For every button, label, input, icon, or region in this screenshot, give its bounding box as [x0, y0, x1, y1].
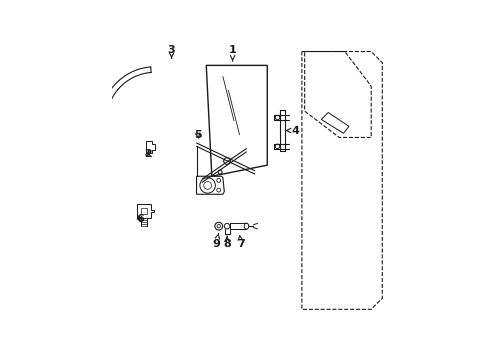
- Text: 9: 9: [212, 234, 220, 249]
- Text: 3: 3: [167, 45, 175, 58]
- Circle shape: [224, 158, 230, 164]
- Text: 8: 8: [223, 236, 230, 249]
- Text: 1: 1: [228, 45, 236, 61]
- Text: 2: 2: [144, 149, 152, 159]
- Text: 4: 4: [285, 126, 298, 135]
- Text: 6: 6: [136, 214, 143, 224]
- Text: 5: 5: [194, 130, 202, 140]
- Text: 7: 7: [237, 236, 244, 249]
